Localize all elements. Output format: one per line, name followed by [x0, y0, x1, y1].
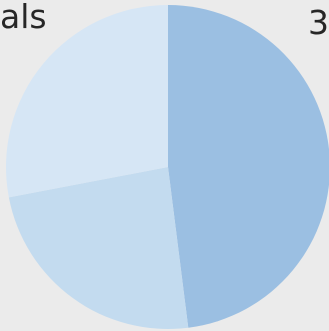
- pie-slice-3: [5, 5, 169, 198]
- title-fragment-right: 3: [308, 3, 329, 42]
- title-fragment-left: als: [0, 0, 47, 36]
- pie-slice-1: [168, 5, 329, 328]
- pie-slice-2: [8, 167, 189, 329]
